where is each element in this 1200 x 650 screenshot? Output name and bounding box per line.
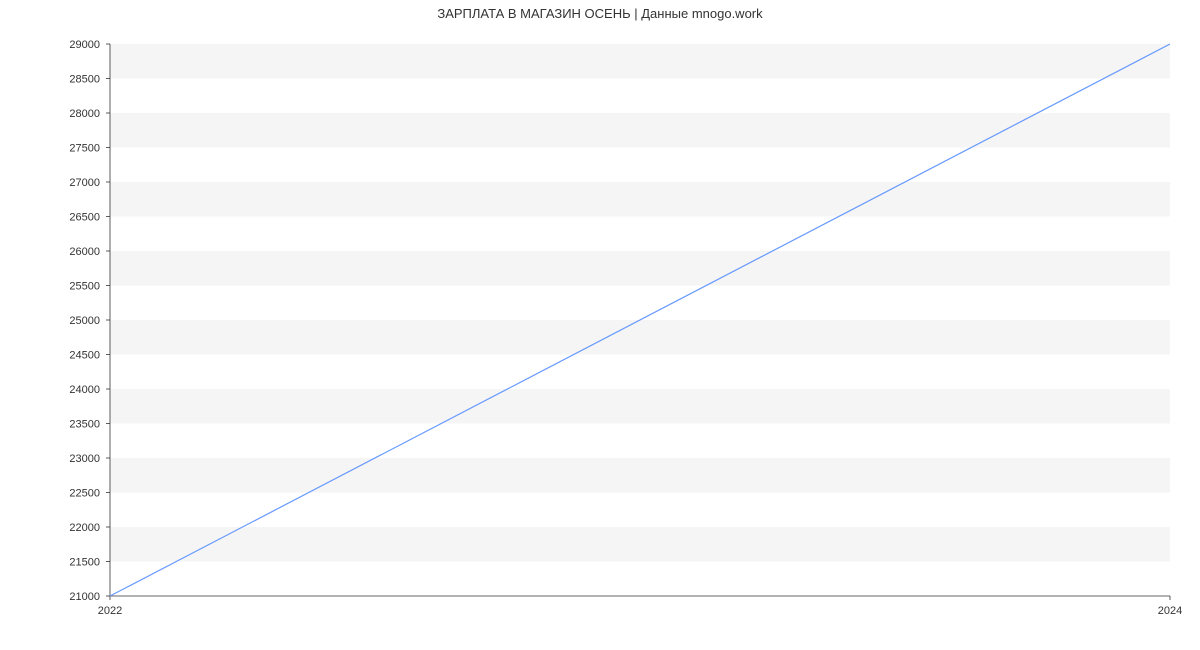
y-tick-label: 29000 (69, 39, 100, 51)
y-tick-label: 26000 (69, 246, 100, 258)
y-tick-label: 21000 (69, 591, 100, 603)
grid-band (110, 320, 1170, 355)
x-tick-label: 2024 (1158, 605, 1182, 617)
grid-band (110, 389, 1170, 424)
y-tick-label: 26500 (69, 212, 100, 224)
y-tick-label: 23500 (69, 419, 100, 431)
y-tick-label: 27000 (69, 177, 100, 189)
y-tick-label: 24000 (69, 384, 100, 396)
y-tick-label: 25500 (69, 281, 100, 293)
y-tick-label: 28500 (69, 74, 100, 86)
y-tick-label: 22000 (69, 522, 100, 534)
y-tick-label: 23000 (69, 453, 100, 465)
y-tick-label: 25000 (69, 315, 100, 327)
y-tick-label: 27500 (69, 143, 100, 155)
x-tick-label: 2022 (98, 605, 122, 617)
grid-band (110, 44, 1170, 79)
grid-band (110, 113, 1170, 148)
grid-band (110, 458, 1170, 493)
y-tick-label: 21500 (69, 557, 100, 569)
y-tick-label: 24500 (69, 350, 100, 362)
grid-band (110, 182, 1170, 217)
line-chart: 21000 21500 22000 22500 23000 23500 24000 24500… (0, 0, 1200, 650)
grid-band (110, 527, 1170, 562)
y-tick-label: 22500 (69, 488, 100, 500)
grid-band (110, 251, 1170, 286)
y-tick-label: 28000 (69, 108, 100, 120)
